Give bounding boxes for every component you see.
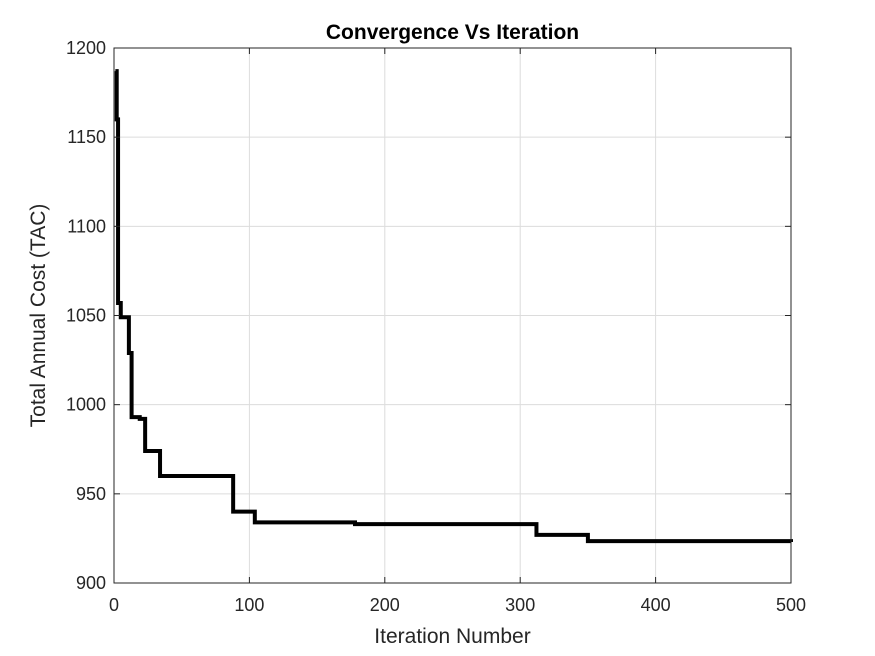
y-tick-label: 950 <box>76 484 106 504</box>
x-tick-label: 200 <box>370 595 400 615</box>
y-tick-label: 1200 <box>66 38 106 58</box>
x-tick-label: 400 <box>641 595 671 615</box>
y-tick-label: 1100 <box>67 216 106 236</box>
x-tick-label: 100 <box>234 595 264 615</box>
y-axis-label: Total Annual Cost (TAC) <box>27 204 50 428</box>
y-tick-label: 900 <box>76 573 106 593</box>
axis-ticks: 0 100 200 300 400 500 900 950 1000 1050 1100 1150 12… <box>66 38 806 615</box>
series-line <box>114 69 793 544</box>
x-tick-label: 300 <box>505 595 535 615</box>
data-series <box>114 69 793 544</box>
y-tick-label: 1000 <box>66 395 106 415</box>
x-tick-label: 0 <box>109 595 119 615</box>
x-tick-label: 500 <box>776 595 806 615</box>
y-tick-label: 1150 <box>67 127 106 147</box>
chart-title: Convergence Vs Iteration <box>326 21 579 44</box>
y-tick-label: 1050 <box>66 306 106 326</box>
x-axis-label: Iteration Number <box>374 625 530 648</box>
